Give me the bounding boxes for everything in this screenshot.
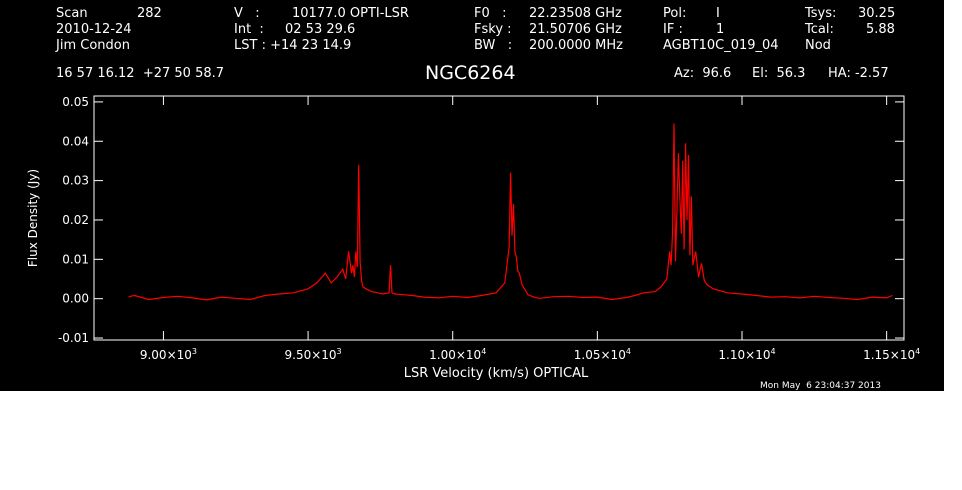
f0-label: F0 : bbox=[474, 6, 507, 21]
scan-label: Scan bbox=[56, 6, 88, 21]
hour-angle: HA: -2.57 bbox=[828, 66, 889, 81]
x-axis-title: LSR Velocity (km/s) OPTICAL bbox=[404, 366, 589, 381]
plot-timestamp: Mon May 6 23:04:37 2013 bbox=[760, 381, 881, 391]
velocity-label: V : bbox=[234, 6, 260, 21]
tcal-value: 5.88 bbox=[866, 22, 895, 37]
tsys-value: 30.25 bbox=[858, 6, 896, 21]
velocity-value: 10177.0 OPTI-LSR bbox=[292, 6, 409, 21]
polarization-label: Pol: bbox=[663, 6, 687, 21]
x-tick-label: 1.05×104 bbox=[574, 347, 631, 362]
fsky-value: 21.50706 GHz bbox=[529, 22, 622, 37]
x-tick-label: 9.50×103 bbox=[285, 347, 342, 362]
source-coordinates: 16 57 16.12 +27 50 58.7 bbox=[56, 66, 225, 81]
f0-value: 22.23508 GHz bbox=[529, 6, 622, 21]
y-tick-label: -0.01 bbox=[58, 331, 89, 345]
plot-window: Scan 282 2010-12-24 Jim Condon V : 10177… bbox=[0, 0, 944, 391]
observation-date: 2010-12-24 bbox=[56, 22, 132, 37]
series-group bbox=[128, 123, 893, 301]
integration-label: Int : bbox=[234, 22, 264, 37]
if-value: 1 bbox=[716, 22, 725, 37]
source-name: NGC6264 bbox=[425, 62, 516, 84]
if-label: IF : bbox=[663, 22, 683, 37]
x-tick-label: 1.00×104 bbox=[429, 347, 486, 362]
y-tick-label: 0.02 bbox=[62, 213, 89, 227]
scan-value: 282 bbox=[137, 6, 162, 21]
y-axis-title: Flux Density (Jy) bbox=[26, 169, 40, 267]
y-axis: -0.01 0.00 0.01 0.02 0.03 0.04 0.05 bbox=[58, 95, 904, 345]
spectrum-series-line bbox=[128, 123, 893, 301]
y-tick-label: 0.05 bbox=[62, 95, 89, 109]
x-tick-label: 1.10×104 bbox=[718, 347, 775, 362]
fsky-label: Fsky : bbox=[474, 22, 512, 37]
lst-value: LST : +14 23 14.9 bbox=[234, 38, 352, 53]
y-tick-label: 0.01 bbox=[62, 252, 89, 266]
plot-frame bbox=[93, 95, 905, 341]
bandwidth-label: BW : bbox=[474, 38, 513, 53]
x-axis: 9.00×103 9.50×103 1.00×104 1.05×104 1.10×104… bbox=[140, 96, 920, 362]
project-id: AGBT10C_019_04 bbox=[663, 38, 779, 53]
tcal-label: Tcal: bbox=[805, 22, 834, 37]
integration-value: 02 53 29.6 bbox=[285, 22, 356, 37]
azimuth: Az: 96.6 bbox=[674, 66, 732, 81]
bandwidth-value: 200.0000 MHz bbox=[529, 38, 623, 53]
observer-name: Jim Condon bbox=[56, 38, 130, 53]
elevation: El: 56.3 bbox=[752, 66, 806, 81]
x-tick-label: 1.15×104 bbox=[863, 347, 920, 362]
procedure-name: Nod bbox=[805, 38, 831, 53]
polarization-value: I bbox=[716, 6, 720, 21]
y-tick-label: 0.04 bbox=[62, 134, 89, 148]
y-tick-label: 0.00 bbox=[62, 292, 89, 306]
tsys-label: Tsys: bbox=[805, 6, 837, 21]
spectrum-chart: -0.010.000.010.020.030.040.05 9.00×103 9.… bbox=[26, 95, 920, 381]
x-tick-label: 9.00×103 bbox=[140, 347, 197, 362]
y-tick-label: 0.03 bbox=[62, 174, 89, 188]
